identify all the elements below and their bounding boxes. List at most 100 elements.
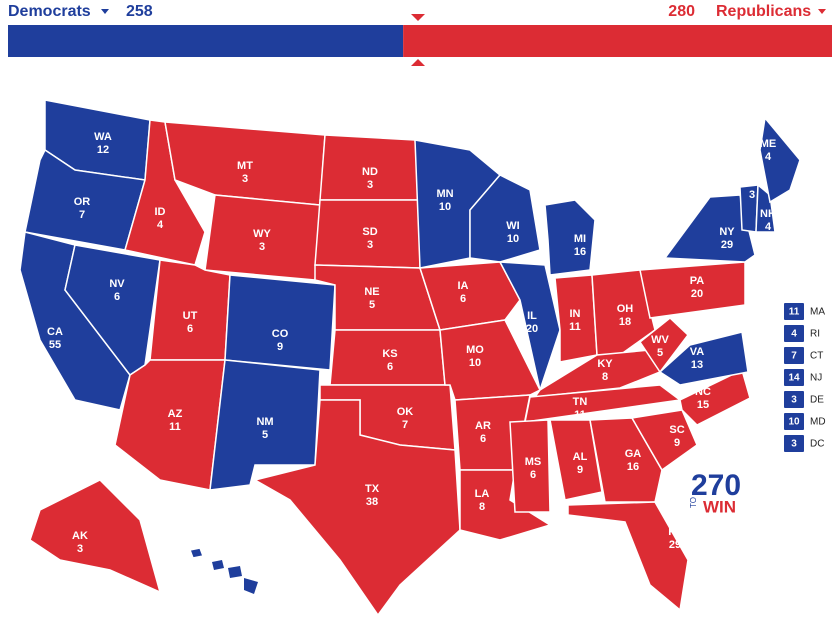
state-abbr: AR [475, 420, 491, 432]
state-votes: 3 [242, 173, 248, 185]
state-abbr: VA [690, 346, 705, 358]
state-abbr: UT [183, 310, 198, 322]
state-votes: 7 [402, 419, 408, 431]
dropdown-arrow[interactable] [818, 9, 826, 14]
state-votes: 8 [479, 501, 485, 513]
state [567, 501, 689, 612]
small-state-abbr: MD [810, 417, 826, 428]
rep-label[interactable]: Republicans [716, 3, 811, 20]
state-abbr: KS [382, 348, 397, 360]
state-votes: 4 [157, 219, 164, 231]
small-state-abbr: DE [810, 395, 824, 406]
state-votes: 4 [765, 221, 772, 233]
island [212, 560, 224, 570]
state-abbr: WV [651, 334, 669, 346]
state [591, 269, 656, 356]
state-votes: 20 [526, 323, 538, 335]
state-votes: 12 [97, 144, 109, 156]
dem-bar [8, 25, 404, 57]
small-state-box [784, 303, 804, 320]
logo-word: WIN [703, 497, 736, 516]
state-votes: 10 [469, 357, 481, 369]
small-state-votes: 4 [791, 329, 797, 340]
state-abbr: WI [506, 220, 519, 232]
state-votes: 5 [657, 347, 663, 359]
majority-marker [411, 14, 425, 21]
small-state-abbr: NJ [810, 373, 822, 384]
state-abbr: MT [237, 160, 253, 172]
state-abbr: ID [155, 206, 166, 218]
state-abbr: MI [574, 233, 586, 245]
logo-number: 270 [691, 469, 741, 502]
logo-small: TO [689, 497, 698, 508]
rep-votes: 280 [668, 3, 695, 20]
state [759, 116, 801, 204]
state-votes: 18 [619, 316, 631, 328]
state-abbr: IA [458, 280, 469, 292]
small-state-box [784, 347, 804, 364]
state-votes: 20 [691, 288, 703, 300]
rep-bar [403, 25, 832, 57]
dropdown-arrow[interactable] [101, 9, 109, 14]
state-abbr: ME [760, 138, 777, 150]
state [544, 199, 596, 276]
state-votes: 3 [749, 189, 755, 201]
state [418, 261, 521, 331]
state-votes: 6 [187, 323, 193, 335]
state [549, 419, 603, 501]
state-votes: 10 [439, 201, 451, 213]
state-votes: 11 [569, 321, 581, 333]
state-abbr: ND [362, 166, 378, 178]
state-votes: 9 [277, 341, 283, 353]
state [209, 359, 321, 491]
logo: 270 TO WIN [689, 469, 741, 517]
state [638, 317, 690, 374]
state-votes: 3 [77, 543, 83, 555]
state-abbr: OK [397, 406, 414, 418]
small-state-box [784, 369, 804, 386]
state-votes: 16 [627, 461, 639, 473]
state [755, 183, 776, 233]
state-votes: 6 [387, 361, 393, 373]
state-abbr: AZ [168, 408, 183, 420]
state-votes: 7 [79, 209, 85, 221]
small-state-votes: 14 [788, 373, 800, 384]
state [509, 419, 551, 513]
state-abbr: IL [527, 310, 537, 322]
small-state-box [784, 413, 804, 430]
state-votes: 5 [369, 299, 375, 311]
small-state-votes: 7 [791, 351, 797, 362]
state-votes: 15 [697, 399, 709, 411]
state-abbr: MN [436, 188, 453, 200]
state-votes: 9 [577, 464, 583, 476]
small-state-abbr: MA [810, 307, 825, 318]
state-abbr: OR [74, 196, 91, 208]
dem-votes: 258 [126, 3, 153, 20]
state-votes: 6 [530, 469, 536, 481]
state-abbr: LA [475, 488, 490, 500]
dem-label[interactable]: Democrats [8, 3, 91, 20]
state-votes: 6 [114, 291, 120, 303]
state-abbr: NH [760, 208, 776, 220]
state-abbr: HI [245, 588, 256, 600]
state-abbr: TX [365, 483, 380, 495]
state-abbr: NC [695, 386, 711, 398]
state-votes: 4 [765, 151, 772, 163]
state-abbr: NY [719, 226, 735, 238]
state [224, 274, 336, 371]
state-abbr: GA [625, 448, 642, 460]
state-votes: 8 [602, 371, 608, 383]
state-votes: 6 [460, 293, 466, 305]
state-votes: 38 [366, 496, 378, 508]
state [630, 409, 698, 472]
small-states: 11 MA 4 RI 7 CT 14 NJ 3 DE 10 MD 3 DC [784, 303, 826, 452]
state-abbr: SD [362, 226, 377, 238]
state-votes: 3 [259, 241, 265, 253]
state-votes: 3 [367, 239, 373, 251]
state-abbr: CA [47, 326, 63, 338]
state-votes: 13 [691, 359, 703, 371]
state-abbr: TN [573, 396, 588, 408]
small-state-box [784, 325, 804, 342]
